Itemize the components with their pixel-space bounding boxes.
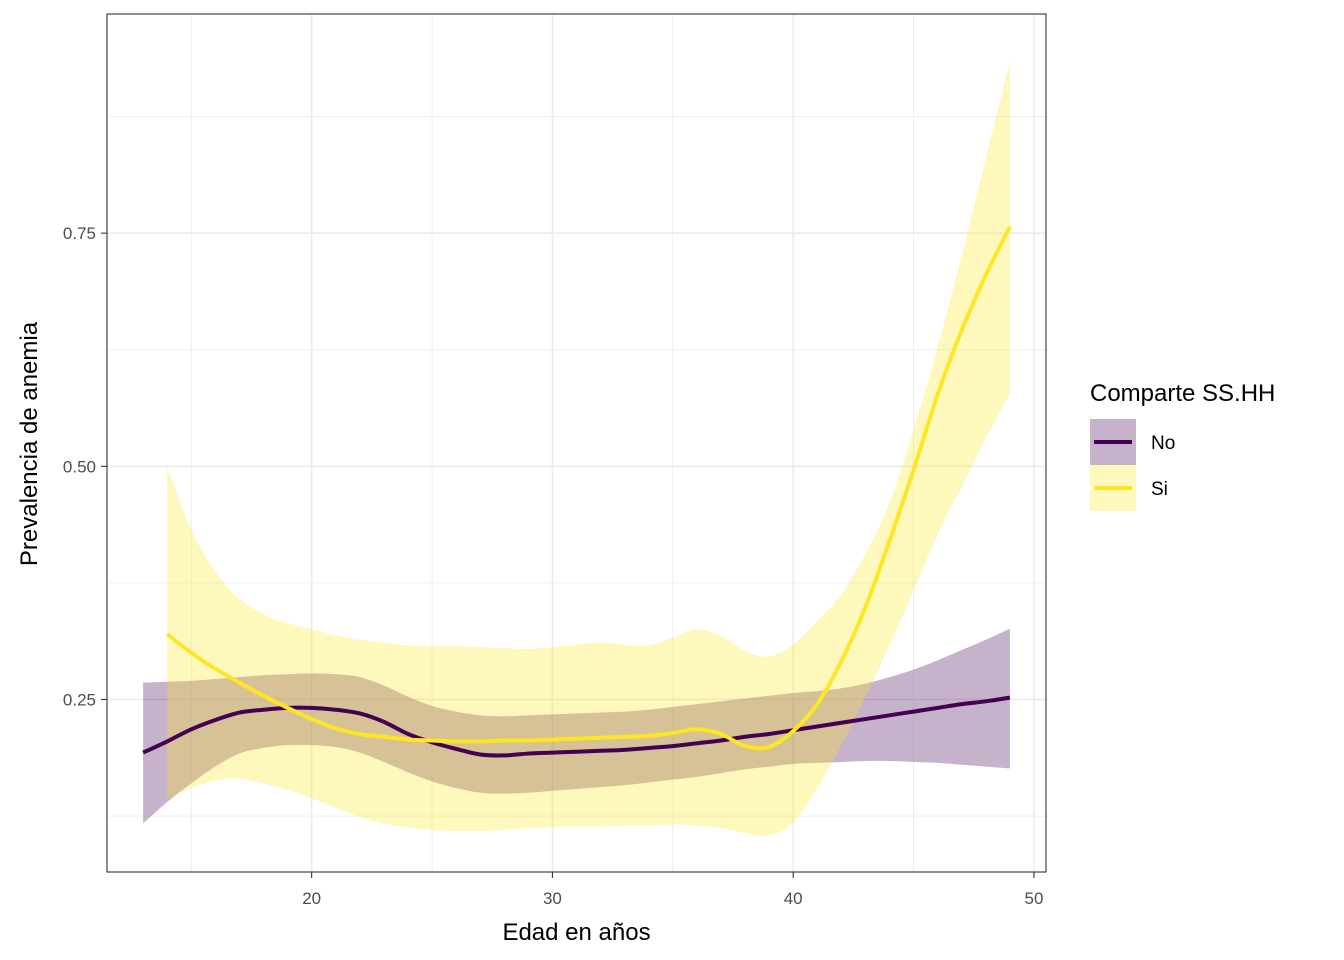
series-line-si (165, 225, 1012, 751)
confidence-band-si (167, 61, 1010, 837)
x-axis-title: Edad en años (502, 919, 650, 946)
legend: Comparte SS.HH No Si (1090, 380, 1275, 511)
legend-title: Comparte SS.HH (1090, 380, 1275, 407)
x-tick-label: 30 (543, 889, 562, 908)
x-tick-label: 50 (1025, 889, 1044, 908)
minor-gridlines (107, 14, 1046, 872)
plot-panel-background (107, 14, 1046, 872)
legend-label: Si (1151, 479, 1168, 500)
x-tick-label: 20 (302, 889, 321, 908)
major-gridlines (107, 14, 1046, 872)
y-tick-label: 0.75 (63, 224, 96, 243)
legend-item-no: No (1090, 419, 1175, 465)
smoothed-lines (142, 225, 1012, 758)
x-axis: 20 30 40 50 (302, 872, 1043, 908)
legend-label: No (1151, 433, 1175, 454)
y-tick-label: 0.50 (63, 457, 96, 476)
y-axis: 0.25 0.50 0.75 (63, 224, 107, 709)
confidence-band-no (143, 628, 1010, 824)
legend-item-si: Si (1090, 465, 1168, 511)
y-axis-title: Prevalencia de anemia (16, 321, 43, 566)
y-tick-label: 0.25 (63, 690, 96, 709)
plot-panel-border (106, 13, 1047, 873)
confidence-bands (143, 61, 1010, 837)
x-tick-label: 40 (784, 889, 803, 908)
legend-items: No Si (1090, 419, 1175, 511)
